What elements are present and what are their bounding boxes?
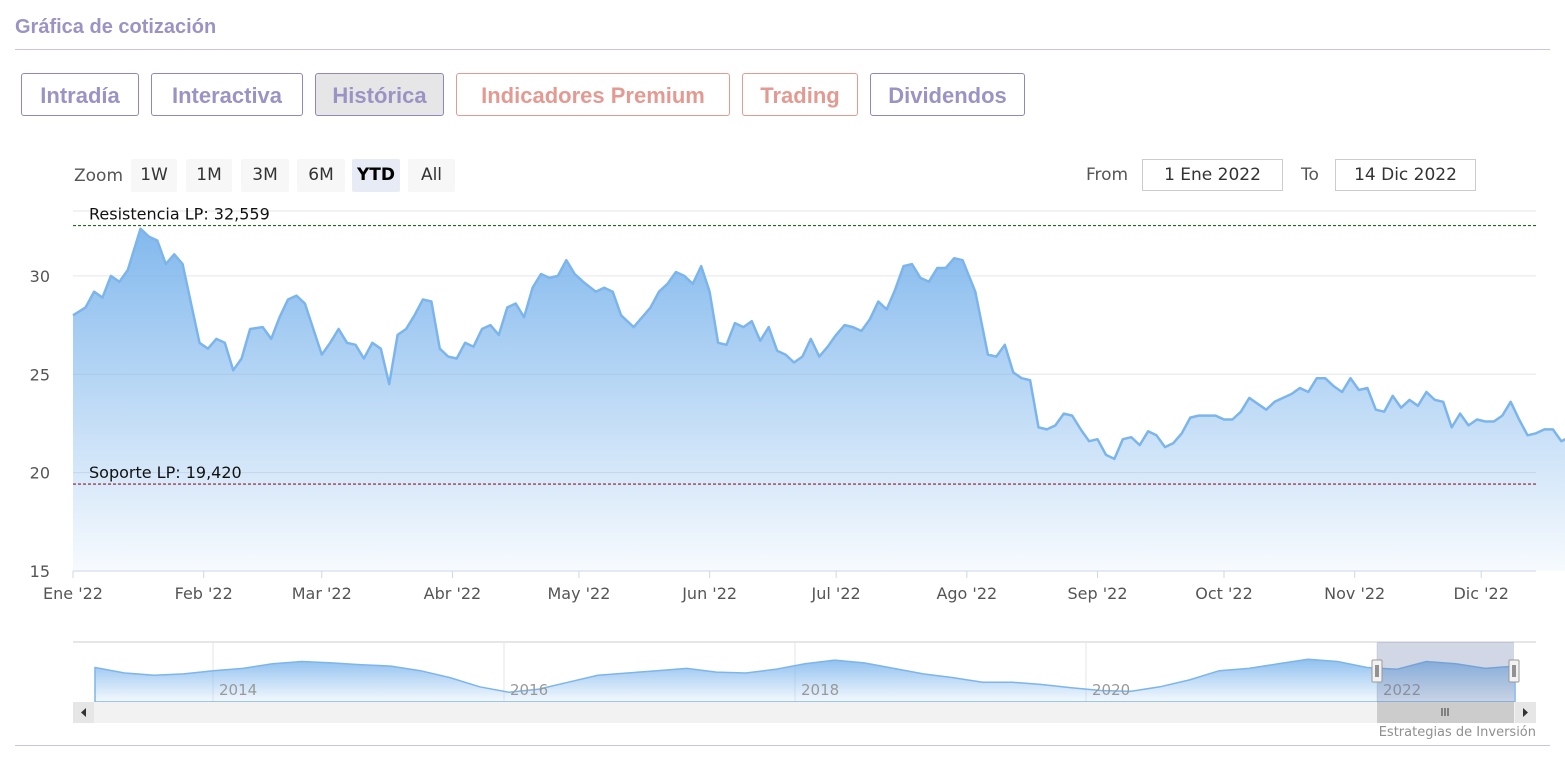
- plot-line-label: Soporte LP: 19,420: [89, 463, 242, 482]
- y-tick-label: 15: [30, 562, 50, 581]
- zoom-6m-button[interactable]: 6M: [297, 159, 345, 192]
- navigator-labels: 2014 2016 2018 2020 2022: [219, 681, 1421, 699]
- x-tick-label: Oct '22: [1195, 584, 1253, 603]
- tab-interactiva[interactable]: Interactiva: [151, 73, 303, 116]
- zoom-ytd-button[interactable]: YTD: [352, 159, 400, 192]
- y-axis: 15 20 25 30: [30, 267, 50, 581]
- y-tick-label: 20: [30, 464, 50, 483]
- y-tick-label: 25: [30, 365, 50, 384]
- navigator-left-handle[interactable]: [1371, 659, 1383, 683]
- x-tick-label: Feb '22: [175, 584, 233, 603]
- tab-dividendos[interactable]: Dividendos: [870, 73, 1025, 116]
- tab-historica[interactable]: Histórica: [315, 73, 444, 116]
- navigator-year-label: 2016: [510, 681, 548, 699]
- plot-lines: Resistencia LP: 32,559 Soporte LP: 19,420: [73, 205, 1536, 485]
- navigator-right-handle[interactable]: [1508, 659, 1520, 683]
- scrollbar-track[interactable]: [73, 702, 1536, 723]
- scroll-left-arrow-icon: [81, 708, 86, 717]
- x-tick-label: Dic '22: [1453, 584, 1508, 603]
- navigator-area: [94, 658, 1516, 703]
- bottom-divider: [15, 745, 1550, 746]
- price-line: [72, 227, 1565, 461]
- y-tick-label: 30: [30, 267, 50, 286]
- tab-indicadores-premium[interactable]: Indicadores Premium: [456, 73, 730, 116]
- x-tick-label: May '22: [547, 584, 610, 603]
- x-tick-label: Ene '22: [43, 584, 103, 603]
- x-tick-label: Jun '22: [681, 584, 737, 603]
- price-area: [73, 228, 1565, 571]
- section-title: Gráfica de cotización: [15, 16, 217, 38]
- navigator-mask[interactable]: [1377, 642, 1514, 702]
- x-axis: Ene '22 Feb '22 Mar '22 Abr '22 May '22 Jun '…: [43, 571, 1509, 603]
- navigator-year-label: 2014: [219, 681, 257, 699]
- x-tick-label: Abr '22: [424, 584, 482, 603]
- zoom-3m-button[interactable]: 3M: [241, 159, 289, 192]
- x-tick-label: Nov '22: [1324, 584, 1385, 603]
- navigator-year-label: 2020: [1092, 681, 1130, 699]
- chart-credit: Estrategias de Inversión: [1378, 725, 1536, 740]
- x-tick-label: Jul '22: [811, 584, 861, 603]
- from-label: From: [1086, 165, 1129, 185]
- zoom-all-button[interactable]: All: [408, 159, 455, 192]
- zoom-1w-button[interactable]: 1W: [131, 159, 177, 192]
- title-divider: [15, 49, 1550, 50]
- tab-trading[interactable]: Trading: [742, 73, 858, 116]
- zoom-label: Zoom: [74, 166, 124, 186]
- navigator-year-label: 2018: [801, 681, 839, 699]
- scrollbar[interactable]: [73, 702, 1536, 723]
- to-date-input[interactable]: 14 Dic 2022: [1335, 159, 1476, 191]
- tab-intradia[interactable]: Intradía: [21, 73, 139, 116]
- navigator-year-label: 2022: [1383, 681, 1421, 699]
- x-tick-label: Sep '22: [1068, 584, 1128, 603]
- zoom-1m-button[interactable]: 1M: [186, 159, 232, 192]
- from-date-input[interactable]: 1 Ene 2022: [1142, 159, 1283, 191]
- x-tick-label: Mar '22: [292, 584, 352, 603]
- to-label: To: [1301, 165, 1319, 185]
- scroll-right-arrow-icon: [1523, 708, 1528, 717]
- navigator[interactable]: 2014 2016 2018 2020 2022: [73, 641, 1536, 703]
- x-tick-label: Ago '22: [936, 584, 997, 603]
- plot-line-label: Resistencia LP: 32,559: [89, 205, 270, 224]
